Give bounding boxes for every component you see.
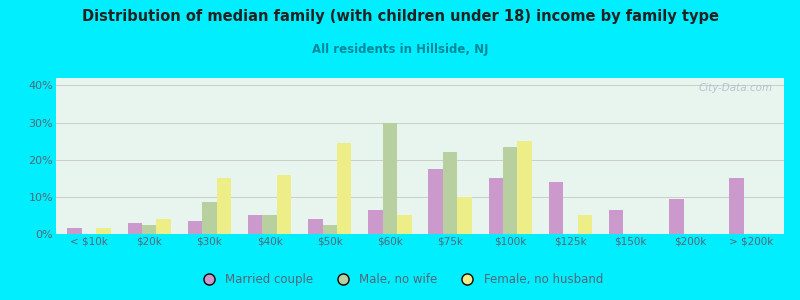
- Bar: [127, 223, 142, 234]
- Bar: [443, 152, 458, 234]
- Bar: [322, 225, 337, 234]
- Bar: [96, 228, 110, 234]
- Bar: [337, 143, 351, 234]
- Bar: [397, 215, 411, 234]
- Text: City-Data.com: City-Data.com: [699, 83, 773, 93]
- Legend: Married couple, Male, no wife, Female, no husband: Married couple, Male, no wife, Female, n…: [192, 269, 608, 291]
- Bar: [277, 175, 291, 234]
- Bar: [609, 210, 623, 234]
- Bar: [503, 147, 518, 234]
- Bar: [248, 215, 262, 234]
- Bar: [368, 210, 382, 234]
- Bar: [669, 199, 683, 234]
- Bar: [188, 221, 202, 234]
- Bar: [518, 141, 532, 234]
- Bar: [429, 169, 443, 234]
- Bar: [67, 228, 82, 234]
- Bar: [262, 215, 277, 234]
- Bar: [157, 219, 171, 234]
- Bar: [730, 178, 744, 234]
- Bar: [202, 202, 217, 234]
- Text: All residents in Hillside, NJ: All residents in Hillside, NJ: [312, 44, 488, 56]
- Bar: [489, 178, 503, 234]
- Text: Distribution of median family (with children under 18) income by family type: Distribution of median family (with chil…: [82, 9, 718, 24]
- Bar: [382, 123, 397, 234]
- Bar: [549, 182, 563, 234]
- Bar: [578, 215, 592, 234]
- Bar: [308, 219, 322, 234]
- Bar: [458, 197, 472, 234]
- Bar: [142, 225, 157, 234]
- Bar: [217, 178, 231, 234]
